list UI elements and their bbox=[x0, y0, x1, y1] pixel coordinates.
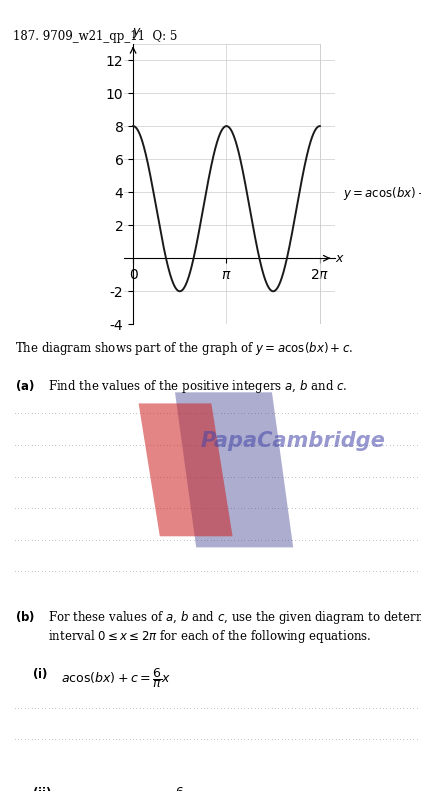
Text: For these values of $a$, $b$ and $c$, use the given diagram to determine the nu
: For these values of $a$, $b$ and $c$, us… bbox=[48, 609, 421, 645]
Text: $\mathbf{(ii)}$: $\mathbf{(ii)}$ bbox=[32, 785, 51, 791]
Text: The diagram shows part of the graph of $y = a\cos(bx) + c$.: The diagram shows part of the graph of $… bbox=[15, 340, 353, 357]
Text: $y = a\cos(bx) + c$: $y = a\cos(bx) + c$ bbox=[343, 185, 421, 202]
Text: PapaCambridge: PapaCambridge bbox=[201, 431, 386, 451]
Text: $y$: $y$ bbox=[132, 26, 141, 40]
Polygon shape bbox=[139, 403, 232, 536]
Text: 187. 9709_w21_qp_11  Q: 5: 187. 9709_w21_qp_11 Q: 5 bbox=[13, 30, 177, 43]
Text: $a\cos(bx) + c = \dfrac{6}{\pi}x$: $a\cos(bx) + c = \dfrac{6}{\pi}x$ bbox=[61, 666, 171, 690]
Text: $\mathbf{(i)}$: $\mathbf{(i)}$ bbox=[32, 666, 47, 681]
Text: $a\cos(bx) + c = 6 - \dfrac{6}{\pi}x$: $a\cos(bx) + c = 6 - \dfrac{6}{\pi}x$ bbox=[61, 785, 195, 791]
Polygon shape bbox=[175, 392, 293, 547]
Text: $\mathbf{(a)}$: $\mathbf{(a)}$ bbox=[15, 378, 35, 393]
Text: $\mathbf{(b)}$: $\mathbf{(b)}$ bbox=[15, 609, 35, 624]
Bar bbox=[133, 44, 320, 324]
Text: Find the values of the positive integers $a$, $b$ and $c$.: Find the values of the positive integers… bbox=[48, 378, 348, 395]
Text: $x$: $x$ bbox=[335, 252, 345, 265]
